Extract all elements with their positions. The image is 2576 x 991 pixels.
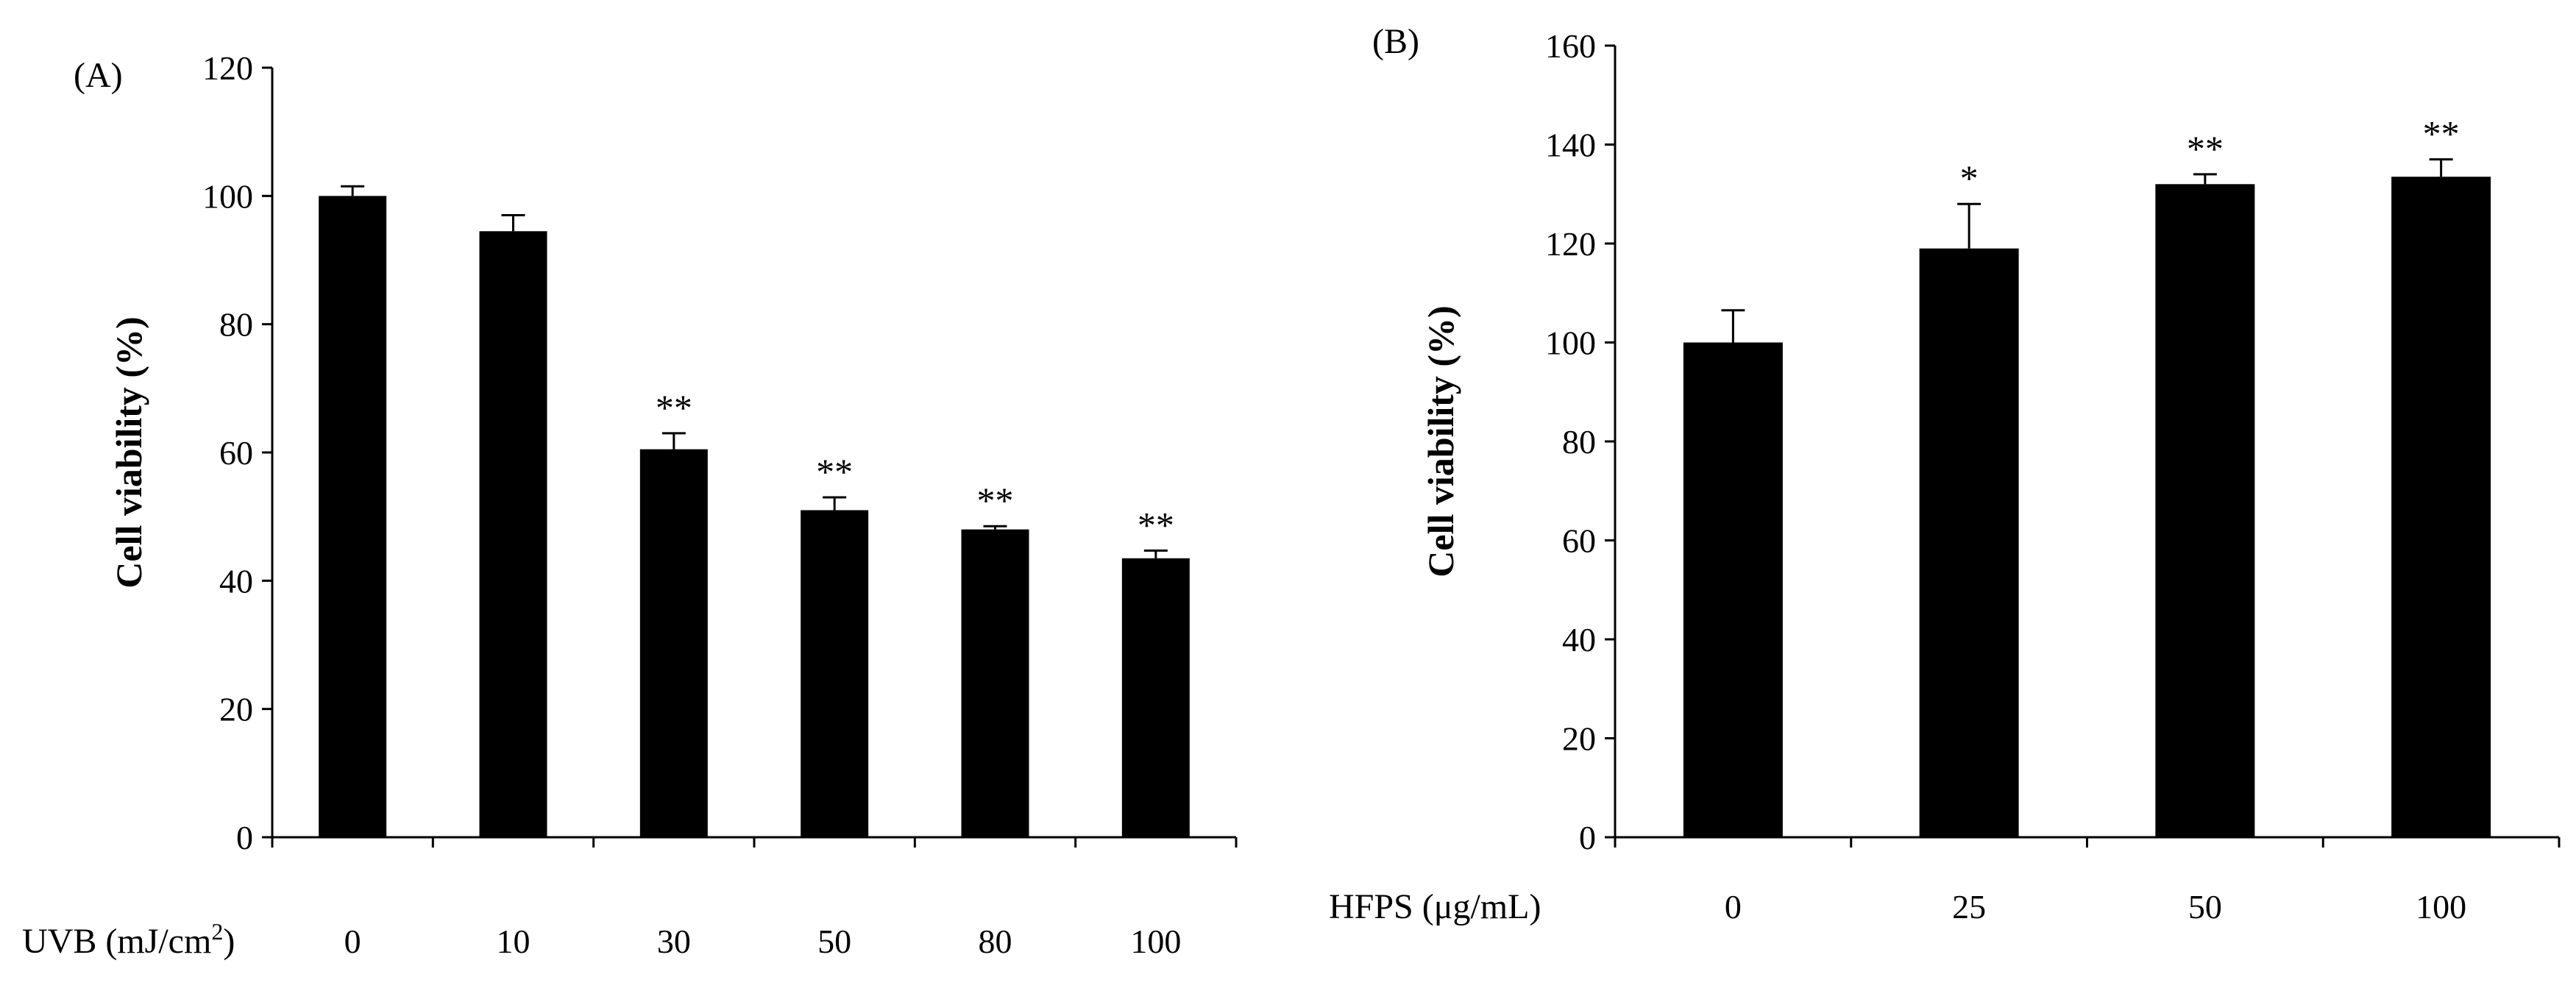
panel-label: (B) <box>1372 22 1419 61</box>
x-tick-label: 25 <box>1952 888 1986 926</box>
y-tick-label: 20 <box>219 691 253 728</box>
significance-marker: ** <box>977 480 1014 521</box>
significance-marker: ** <box>2187 128 2224 169</box>
y-tick-label: 40 <box>219 562 253 600</box>
bar <box>1683 342 1783 837</box>
y-tick-label: 120 <box>202 49 253 87</box>
y-tick-label: 40 <box>1562 621 1596 658</box>
x-tick-label: 50 <box>2188 888 2222 926</box>
y-tick-label: 0 <box>236 819 253 856</box>
significance-marker: ** <box>816 451 853 492</box>
y-tick-label: 80 <box>219 306 253 344</box>
bar <box>1121 558 1190 837</box>
panel-label: (A) <box>74 56 123 95</box>
y-tick-label: 120 <box>1545 225 1596 263</box>
y-tick-label: 160 <box>1545 27 1596 65</box>
y-tick-label: 60 <box>219 434 253 472</box>
x-tick-label: 0 <box>1725 888 1742 926</box>
y-tick-label: 80 <box>1562 423 1596 461</box>
y-axis-title: Cell viability (%) <box>1420 305 1461 577</box>
bar <box>639 449 708 837</box>
bar <box>319 196 387 837</box>
x-axis-title: UVB (mJ/cm2) <box>22 918 235 961</box>
x-tick-label: 0 <box>344 923 361 960</box>
y-tick-label: 0 <box>1579 819 1596 856</box>
bar <box>479 231 547 837</box>
significance-marker: ** <box>2423 113 2460 154</box>
significance-marker: ** <box>656 387 692 428</box>
bar <box>2155 184 2255 838</box>
bar <box>801 510 869 837</box>
bar <box>961 529 1029 837</box>
x-tick-label: 10 <box>497 923 531 960</box>
chart-b: (B) 0 20 40 60 80 100 120 140 160 Cell viability (… <box>1329 22 2561 926</box>
y-tick-label: 100 <box>202 177 253 215</box>
bar <box>2391 177 2491 837</box>
significance-marker: * <box>1960 157 1979 199</box>
x-tick-label: 100 <box>1130 923 1181 960</box>
y-tick-label: 60 <box>1562 522 1596 560</box>
y-axis-title: Cell viability (%) <box>108 316 149 588</box>
chart-a: (A) 0 20 40 60 80 100 120 Cell viability (%) 0 10 *… <box>22 49 1238 961</box>
y-tick-label: 20 <box>1562 720 1596 758</box>
x-tick-label: 80 <box>979 923 1012 960</box>
bar <box>1919 248 2019 838</box>
y-tick-label: 100 <box>1545 324 1596 362</box>
x-tick-label: 100 <box>2416 888 2466 926</box>
x-tick-label: 50 <box>817 923 851 960</box>
x-axis-title: HFPS (μg/mL) <box>1329 887 1541 926</box>
y-tick-label: 140 <box>1545 127 1596 164</box>
x-tick-label: 30 <box>657 923 691 960</box>
significance-marker: ** <box>1138 504 1174 545</box>
